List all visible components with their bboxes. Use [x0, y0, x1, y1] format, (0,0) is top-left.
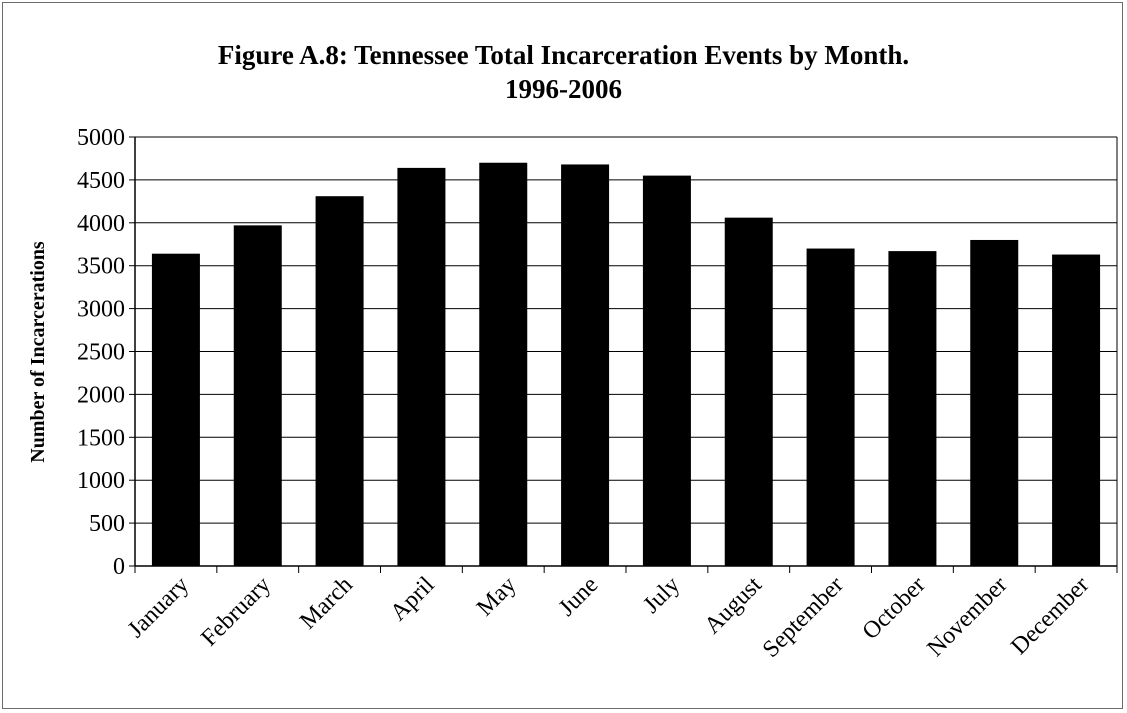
- bar-april: [397, 167, 446, 566]
- bars: [151, 162, 1101, 567]
- x-tick-label: March: [295, 572, 358, 635]
- x-tick-label: June: [554, 572, 603, 621]
- y-tick-label: 500: [89, 511, 125, 537]
- y-tick-label: 4000: [77, 211, 125, 237]
- y-tick-label: 1500: [77, 425, 125, 451]
- bar-august: [724, 217, 773, 567]
- bar-january: [151, 253, 200, 567]
- x-tick-label: February: [196, 572, 276, 652]
- y-tick-label: 3000: [77, 297, 125, 323]
- y-tick-label: 1000: [77, 468, 125, 494]
- x-tick-label: May: [472, 572, 521, 621]
- y-tick-label: 3500: [77, 254, 125, 280]
- y-axis-label: Number of Incarcerations: [27, 241, 49, 463]
- bar-march: [315, 196, 364, 566]
- x-tick-label: January: [123, 572, 194, 643]
- chart-subtitle: 1996-2006: [505, 74, 622, 104]
- bar-december: [1052, 254, 1101, 566]
- x-tick-label: December: [1006, 572, 1094, 660]
- gridlines: [135, 136, 1117, 524]
- y-tick-label: 2500: [77, 340, 125, 366]
- x-tick-label: July: [638, 572, 685, 619]
- chart-title-block: Figure A.8: Tennessee Total Incarceratio…: [0, 38, 1127, 106]
- bar-september: [806, 248, 855, 567]
- x-tick-label: September: [758, 572, 849, 663]
- bar-june: [561, 164, 610, 566]
- y-tick-label: 4500: [77, 168, 125, 194]
- x-tick-label: August: [700, 572, 768, 640]
- y-tick-label: 5000: [77, 125, 125, 151]
- bar-may: [479, 162, 528, 567]
- x-tick-label: April: [385, 572, 439, 626]
- chart-title: Figure A.8: Tennessee Total Incarceratio…: [217, 40, 910, 70]
- y-tick-label: 0: [113, 554, 125, 580]
- bar-october: [888, 251, 937, 566]
- y-tick-label: 2000: [77, 382, 125, 408]
- x-tick-label: October: [858, 572, 931, 645]
- bar-february: [233, 225, 282, 566]
- x-tick-label: November: [922, 572, 1012, 662]
- bar-july: [642, 175, 691, 567]
- axes: [129, 136, 1118, 573]
- bar-november: [970, 239, 1019, 566]
